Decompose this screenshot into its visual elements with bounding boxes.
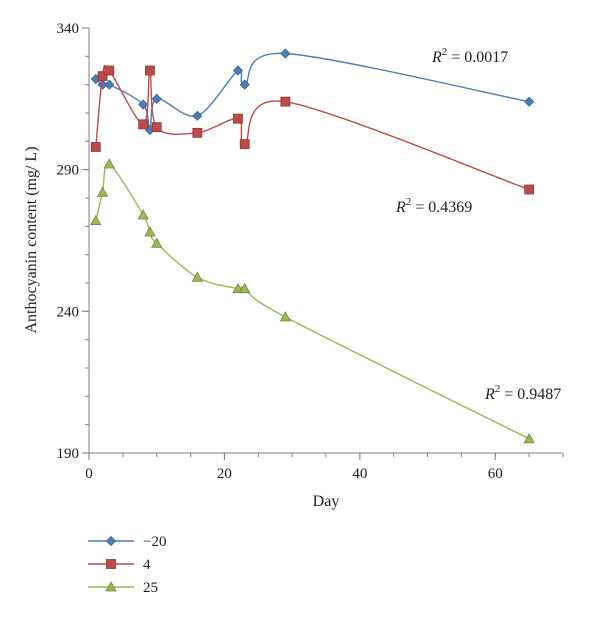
data-point <box>239 139 250 150</box>
data-point <box>233 113 243 124</box>
data-point <box>151 122 162 133</box>
data-point <box>151 93 162 104</box>
data-point <box>104 79 115 90</box>
series-1 <box>90 64 535 195</box>
data-point <box>232 65 244 76</box>
data-point <box>280 96 291 107</box>
legend-item: 4 <box>88 557 151 573</box>
y-tick-label: 290 <box>57 163 80 179</box>
data-point <box>137 209 149 220</box>
legend-label: 4 <box>143 557 151 573</box>
data-point <box>523 433 535 444</box>
legend-label: 25 <box>143 580 158 596</box>
data-point <box>239 79 250 90</box>
x-tick-label: 20 <box>217 466 232 482</box>
r-squared-label: R2 = 0.0017 <box>431 46 508 66</box>
y-tick-label: 240 <box>57 304 80 320</box>
series-2 <box>90 158 535 444</box>
data-point <box>151 237 163 248</box>
x-tick-label: 60 <box>488 466 503 482</box>
data-point <box>239 282 251 294</box>
x-tick-label: 40 <box>352 466 367 482</box>
data-point <box>232 282 244 294</box>
legend-label: −20 <box>143 534 166 550</box>
y-tick-label: 340 <box>57 21 80 37</box>
tick-marks <box>82 27 564 460</box>
data-point <box>104 65 115 76</box>
series-0 <box>90 48 535 136</box>
legend: −20 4 25 <box>88 534 166 596</box>
data-point <box>191 271 204 282</box>
legend-marker <box>105 581 117 592</box>
r2-annotations: R2 = 0.0017 R2 = 0.4369 R2 = 0.9487 <box>395 46 561 403</box>
data-point <box>97 71 108 82</box>
data-point <box>280 48 291 59</box>
data-point <box>524 96 535 107</box>
r-squared-label: R2 = 0.4369 <box>395 196 472 216</box>
data-point <box>90 214 102 226</box>
data-point <box>97 79 108 90</box>
data-point <box>138 119 149 130</box>
y-axis-title: Anthocyanin content (mg/ L) <box>23 146 40 333</box>
data-point <box>90 142 101 152</box>
data-point <box>192 127 203 138</box>
data-point <box>192 110 203 121</box>
data-point <box>103 158 115 169</box>
data-point <box>144 226 156 237</box>
r-squared-label: R2 = 0.9487 <box>484 383 561 403</box>
data-point <box>145 65 155 76</box>
x-axis-title: Day <box>313 493 340 510</box>
data-point <box>96 186 109 197</box>
legend-item: −20 <box>88 534 166 550</box>
series-group <box>90 48 535 444</box>
legend-marker <box>105 535 117 547</box>
tick-labels: 190 240 290 340 0 20 40 60 <box>57 21 503 482</box>
y-tick-label: 190 <box>57 446 80 462</box>
legend-marker <box>106 559 116 569</box>
data-point <box>138 99 149 110</box>
x-tick-label: 0 <box>85 466 93 482</box>
data-point <box>524 184 535 195</box>
legend-item: 25 <box>88 580 158 596</box>
data-point <box>279 311 292 322</box>
